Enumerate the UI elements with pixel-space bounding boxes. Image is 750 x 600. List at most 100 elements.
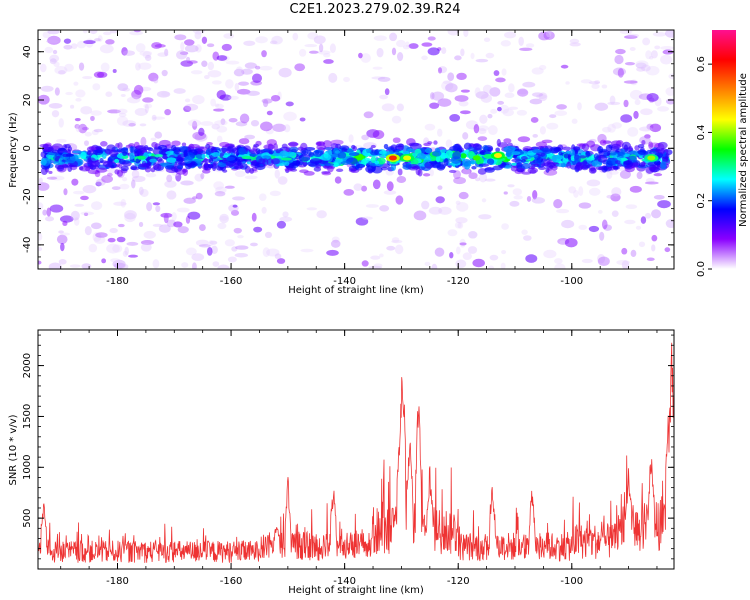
spectrogram-blob xyxy=(612,67,626,76)
spectrogram-blob xyxy=(431,263,438,269)
spectrogram-blob xyxy=(175,172,182,182)
spectrogram-blob xyxy=(299,169,309,174)
spectrogram-blob xyxy=(640,216,647,224)
spectrogram-blob xyxy=(456,201,469,212)
spectrogram-blob xyxy=(265,128,274,135)
spectrogram-blob xyxy=(200,172,205,180)
spectrogram-blob xyxy=(328,149,333,156)
spectrogram-blob xyxy=(459,242,467,246)
spectrogram-blob xyxy=(206,43,215,48)
x-tick-label: -100 xyxy=(560,576,583,587)
spectrogram-blob xyxy=(511,151,521,156)
spectrogram-blob xyxy=(606,170,613,179)
spectrogram-blob xyxy=(109,30,119,34)
spectrogram-blob xyxy=(261,98,273,104)
spectrogram-blob xyxy=(54,87,60,96)
spectrogram-blob xyxy=(62,153,70,158)
spectrogram-blob xyxy=(370,156,377,164)
spectrogram-blob xyxy=(181,262,189,268)
spectrogram-blob xyxy=(472,155,481,161)
spectrogram-blob xyxy=(192,94,205,105)
spectrogram-blob xyxy=(499,104,510,114)
spectrogram-blob xyxy=(569,149,575,157)
spectrogram-blob xyxy=(222,169,228,173)
spectrogram-blob xyxy=(569,42,581,47)
spectrogram-blob xyxy=(441,47,447,54)
spectrogram-blob xyxy=(211,152,221,157)
spectrogram-blob xyxy=(249,148,258,155)
spectrogram-blob xyxy=(164,48,169,57)
spectrogram-blob xyxy=(211,80,222,85)
spectrogram-blob xyxy=(640,108,653,116)
spectrogram-blob xyxy=(647,155,656,161)
spectrogram-blob xyxy=(307,32,319,40)
spectrogram-blob xyxy=(383,190,397,195)
spectrogram-blob xyxy=(500,262,506,269)
spectrogram-frame xyxy=(37,29,675,270)
spectrogram-blob xyxy=(234,170,246,178)
spectrogram-blob xyxy=(224,185,235,189)
spectrogram-blob xyxy=(208,157,214,164)
spectrogram-blob xyxy=(106,172,113,177)
spectrogram-blob xyxy=(330,143,339,150)
x-tick-label: -140 xyxy=(333,276,356,287)
spectrogram-blob xyxy=(541,139,553,144)
spectrogram-blob xyxy=(449,252,454,259)
spectrogram-blob xyxy=(270,158,280,165)
spectrogram-blob xyxy=(376,47,384,58)
spectrogram-y-label: Frequency (Hz) xyxy=(8,112,19,188)
spectrogram-blob xyxy=(156,90,171,98)
spectrogram-blob xyxy=(502,108,514,117)
spectrogram-blob xyxy=(50,175,65,181)
spectrogram-blob xyxy=(190,70,203,75)
spectrogram-blob xyxy=(109,228,118,234)
spectrogram-blob xyxy=(285,101,294,107)
spectrogram-blob xyxy=(122,87,131,92)
spectrogram-blob xyxy=(266,110,273,116)
spectrogram-blob xyxy=(145,173,157,178)
spectrogram-blob xyxy=(261,206,267,214)
spectrogram-blob xyxy=(112,69,117,73)
spectrogram-blob xyxy=(281,143,288,149)
spectrogram-blob xyxy=(437,185,443,190)
spectrogram-blob xyxy=(166,190,177,200)
spectrogram-blob xyxy=(624,219,636,225)
spectrogram-blob xyxy=(52,49,58,55)
spectrogram-blob xyxy=(565,81,570,85)
spectrogram-blob xyxy=(564,238,578,248)
spectrogram-blob xyxy=(653,160,662,166)
spectrogram-blob xyxy=(234,252,249,258)
spectrogram-blob xyxy=(396,39,406,48)
spectrogram-blob xyxy=(280,157,293,161)
spectrogram-blob xyxy=(457,222,464,229)
spectrogram-blob xyxy=(355,217,369,226)
spectrogram-blob xyxy=(438,66,448,74)
spectrogram-blob xyxy=(405,41,410,47)
spectrogram-blob xyxy=(468,172,478,179)
x-tick-label: -140 xyxy=(333,576,356,587)
spectrogram-blob xyxy=(559,240,566,246)
spectrogram-blob xyxy=(445,139,453,148)
spectrogram-blob xyxy=(530,117,539,123)
spectrogram-blob xyxy=(623,80,638,84)
spectrogram-blob xyxy=(580,79,593,84)
spectrogram-blob xyxy=(437,128,443,137)
spectrogram-blob xyxy=(655,147,661,154)
spectrogram-blob xyxy=(199,224,206,232)
spectrogram-blob xyxy=(148,72,159,82)
spectrogram-blob xyxy=(334,162,339,167)
spectrogram-blob xyxy=(80,211,95,216)
spectrogram-blob xyxy=(292,32,299,41)
spectrogram-blob xyxy=(166,157,177,163)
spectrogram-blob xyxy=(58,118,64,128)
spectrogram-blob xyxy=(146,202,153,212)
x-tick-label: -100 xyxy=(560,276,583,287)
spectrogram-blob xyxy=(161,69,168,77)
spectrogram-blob xyxy=(237,159,242,166)
spectrogram-blob xyxy=(356,163,366,169)
spectrogram-blob xyxy=(216,90,226,100)
spectrogram-blob xyxy=(503,191,508,195)
spectrogram-blob xyxy=(386,245,396,251)
spectrogram-blob xyxy=(82,76,93,80)
snr-x-label: Height of straight line (km) xyxy=(288,585,424,596)
